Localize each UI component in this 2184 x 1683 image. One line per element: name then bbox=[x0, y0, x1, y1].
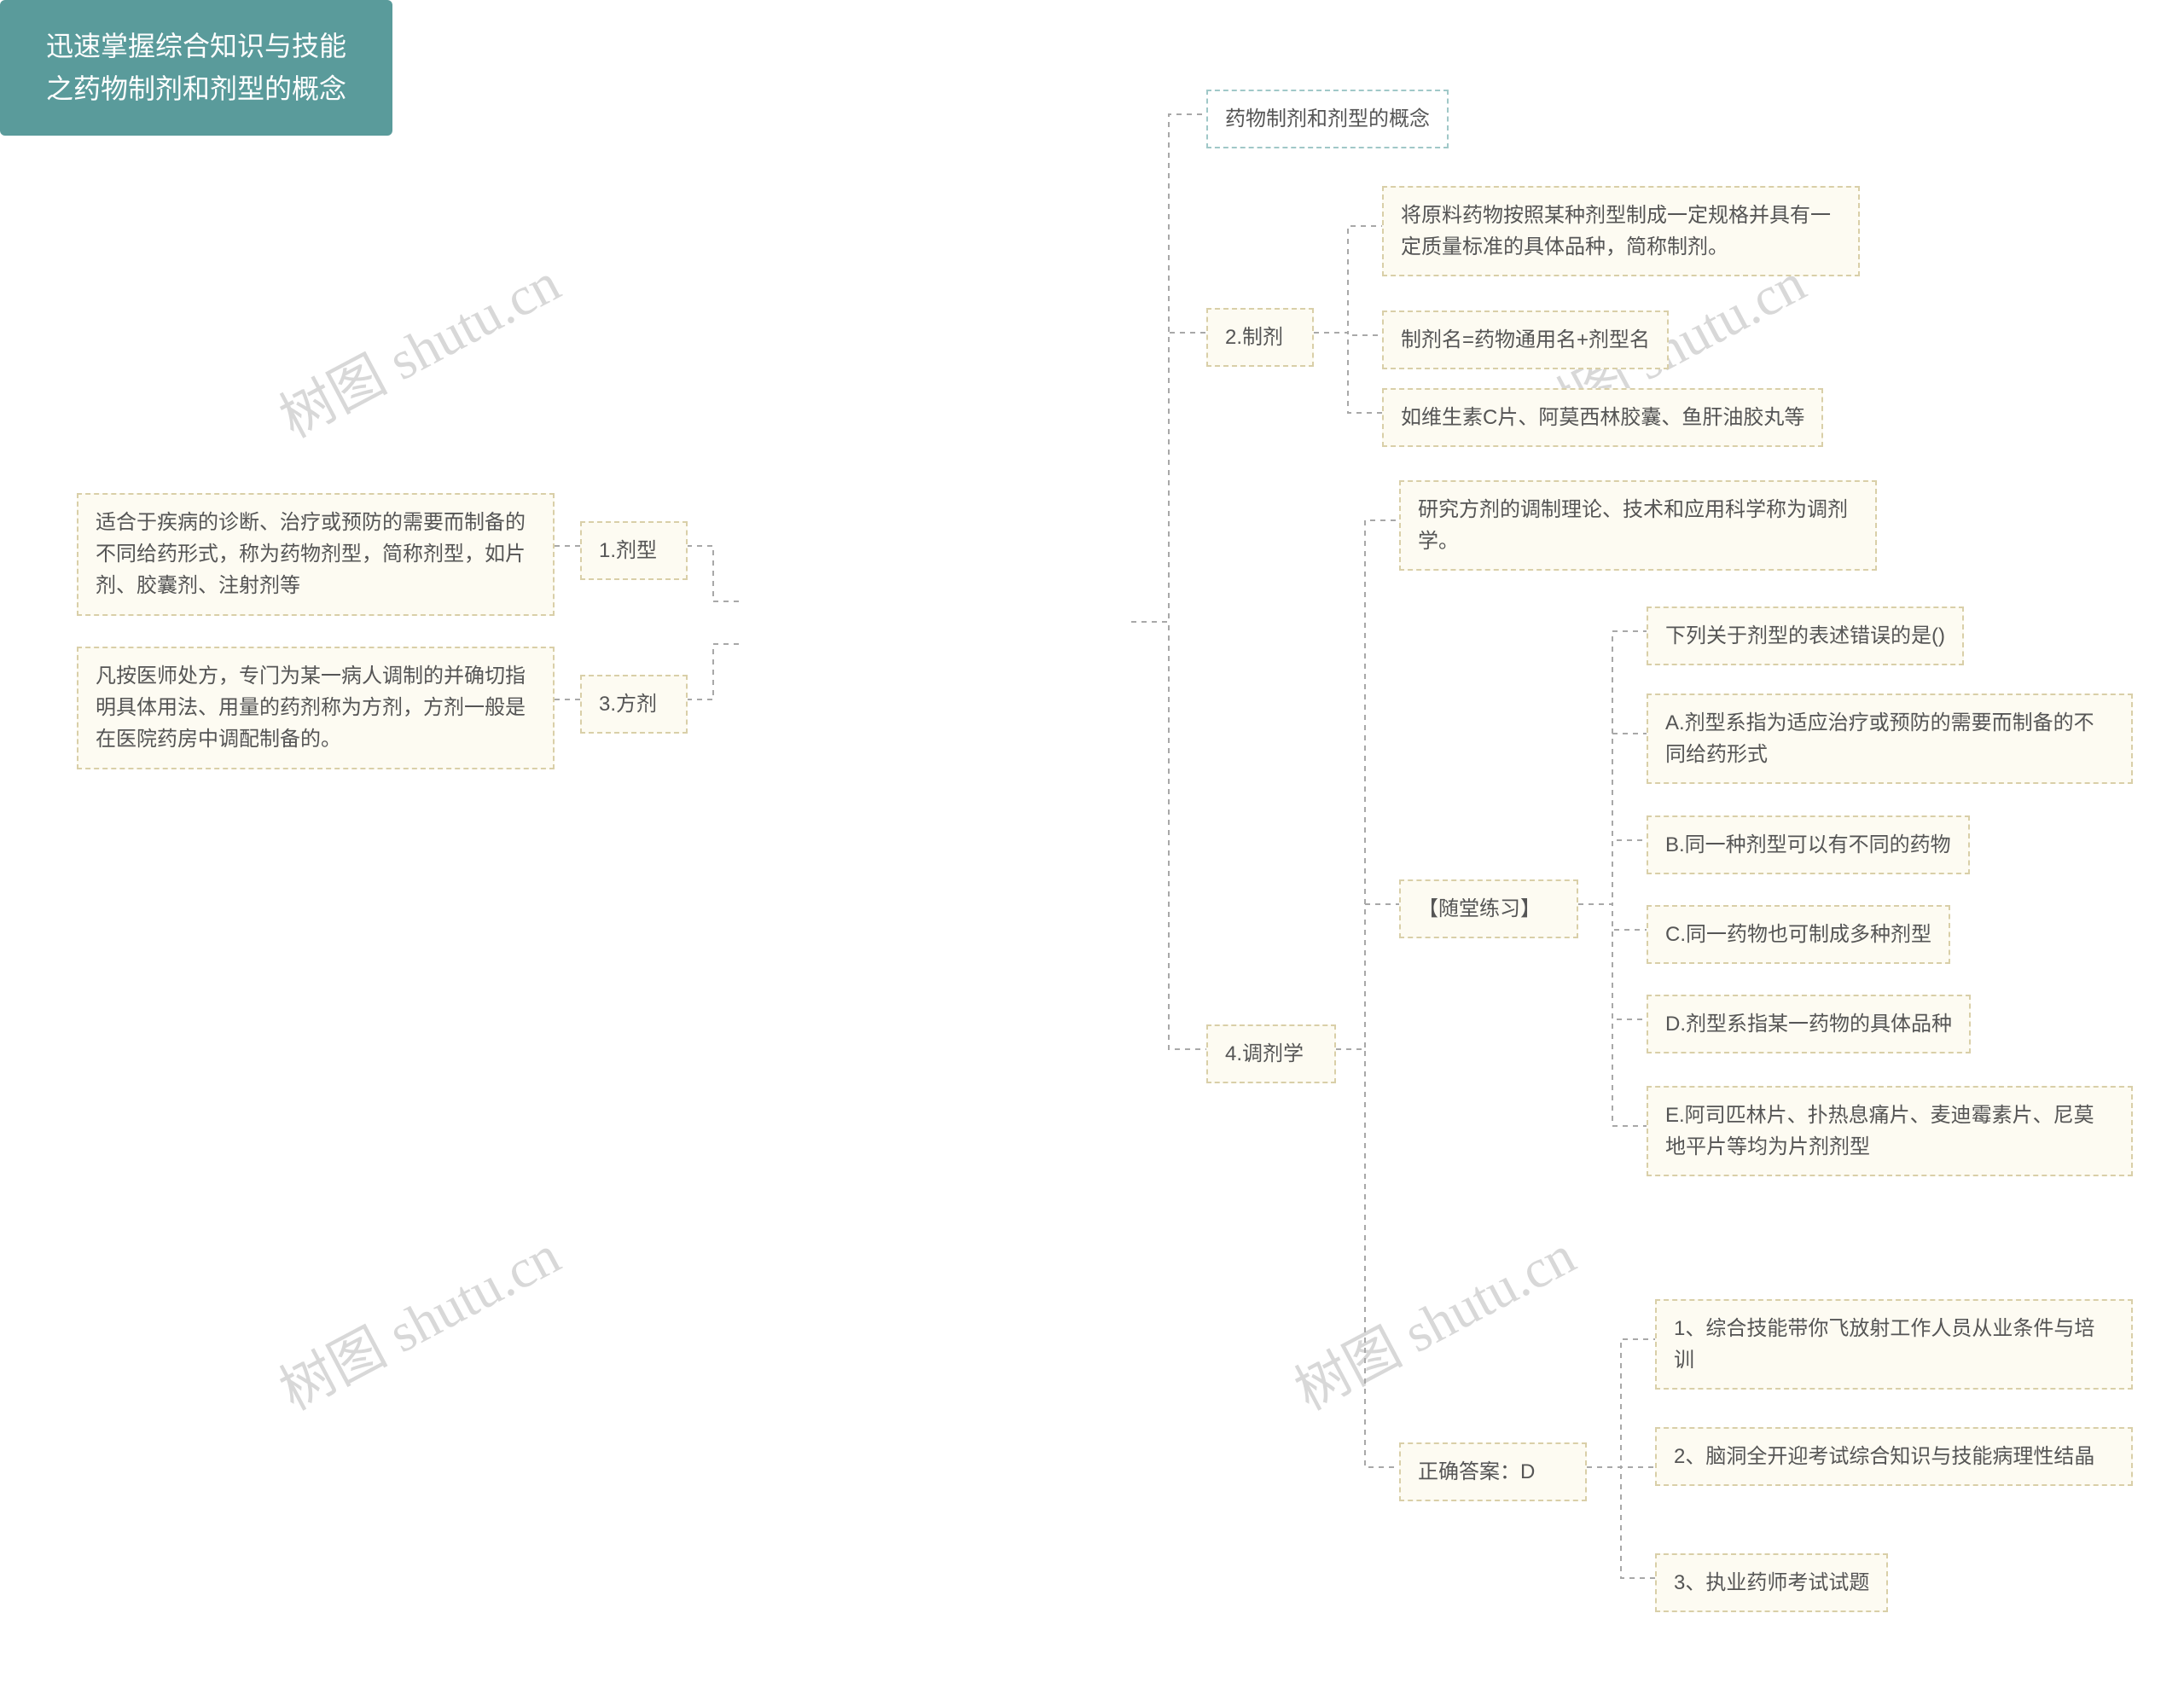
root-line1: 迅速掌握综合知识与技能 bbox=[29, 26, 363, 68]
node-1-jixing: 1.剂型 bbox=[580, 521, 688, 580]
node-answer-r2: 2、脑洞全开迎考试综合知识与技能病理性结晶 bbox=[1655, 1427, 2133, 1486]
node-answer: 正确答案：D bbox=[1399, 1442, 1587, 1501]
node-practice-b: B.同一种剂型可以有不同的药物 bbox=[1647, 815, 1970, 874]
root-node: 迅速掌握综合知识与技能 之药物制剂和剂型的概念 bbox=[0, 0, 392, 136]
node-practice-q: 下列关于剂型的表述错误的是() bbox=[1647, 606, 1964, 665]
node-4-c1: 研究方剂的调制理论、技术和应用科学称为调剂学。 bbox=[1399, 480, 1877, 571]
node-answer-r1: 1、综合技能带你飞放射工作人员从业条件与培训 bbox=[1655, 1299, 2133, 1390]
node-header: 药物制剂和剂型的概念 bbox=[1206, 90, 1449, 148]
node-practice-c: C.同一药物也可制成多种剂型 bbox=[1647, 905, 1950, 964]
node-3-fangji: 3.方剂 bbox=[580, 675, 688, 734]
node-practice-a: A.剂型系指为适应治疗或预防的需要而制备的不同给药形式 bbox=[1647, 694, 2133, 784]
node-2-c2: 制剂名=药物通用名+剂型名 bbox=[1382, 310, 1669, 369]
node-practice-e: E.阿司匹林片、扑热息痛片、麦迪霉素片、尼莫地平片等均为片剂剂型 bbox=[1647, 1086, 2133, 1176]
node-2-c1: 将原料药物按照某种剂型制成一定规格并具有一定质量标准的具体品种，简称制剂。 bbox=[1382, 186, 1860, 276]
watermark: 树图 shutu.cn bbox=[1279, 1212, 1586, 1425]
node-practice-d: D.剂型系指某一药物的具体品种 bbox=[1647, 995, 1971, 1053]
node-1-detail: 适合于疾病的诊断、治疗或预防的需要而制备的不同给药形式，称为药物剂型，简称剂型，… bbox=[77, 493, 555, 616]
node-2-c3: 如维生素C片、阿莫西林胶囊、鱼肝油胶丸等 bbox=[1382, 388, 1823, 447]
watermark: 树图 shutu.cn bbox=[264, 240, 571, 453]
node-practice: 【随堂练习】 bbox=[1399, 879, 1578, 938]
root-line2: 之药物制剂和剂型的概念 bbox=[29, 68, 363, 111]
node-answer-r3: 3、执业药师考试试题 bbox=[1655, 1553, 1888, 1612]
node-4-tiaojixue: 4.调剂学 bbox=[1206, 1024, 1336, 1083]
node-3-detail: 凡按医师处方，专门为某一病人调制的并确切指明具体用法、用量的药剂称为方剂，方剂一… bbox=[77, 647, 555, 769]
node-2-zhiji: 2.制剂 bbox=[1206, 308, 1314, 367]
watermark: 树图 shutu.cn bbox=[264, 1212, 571, 1425]
